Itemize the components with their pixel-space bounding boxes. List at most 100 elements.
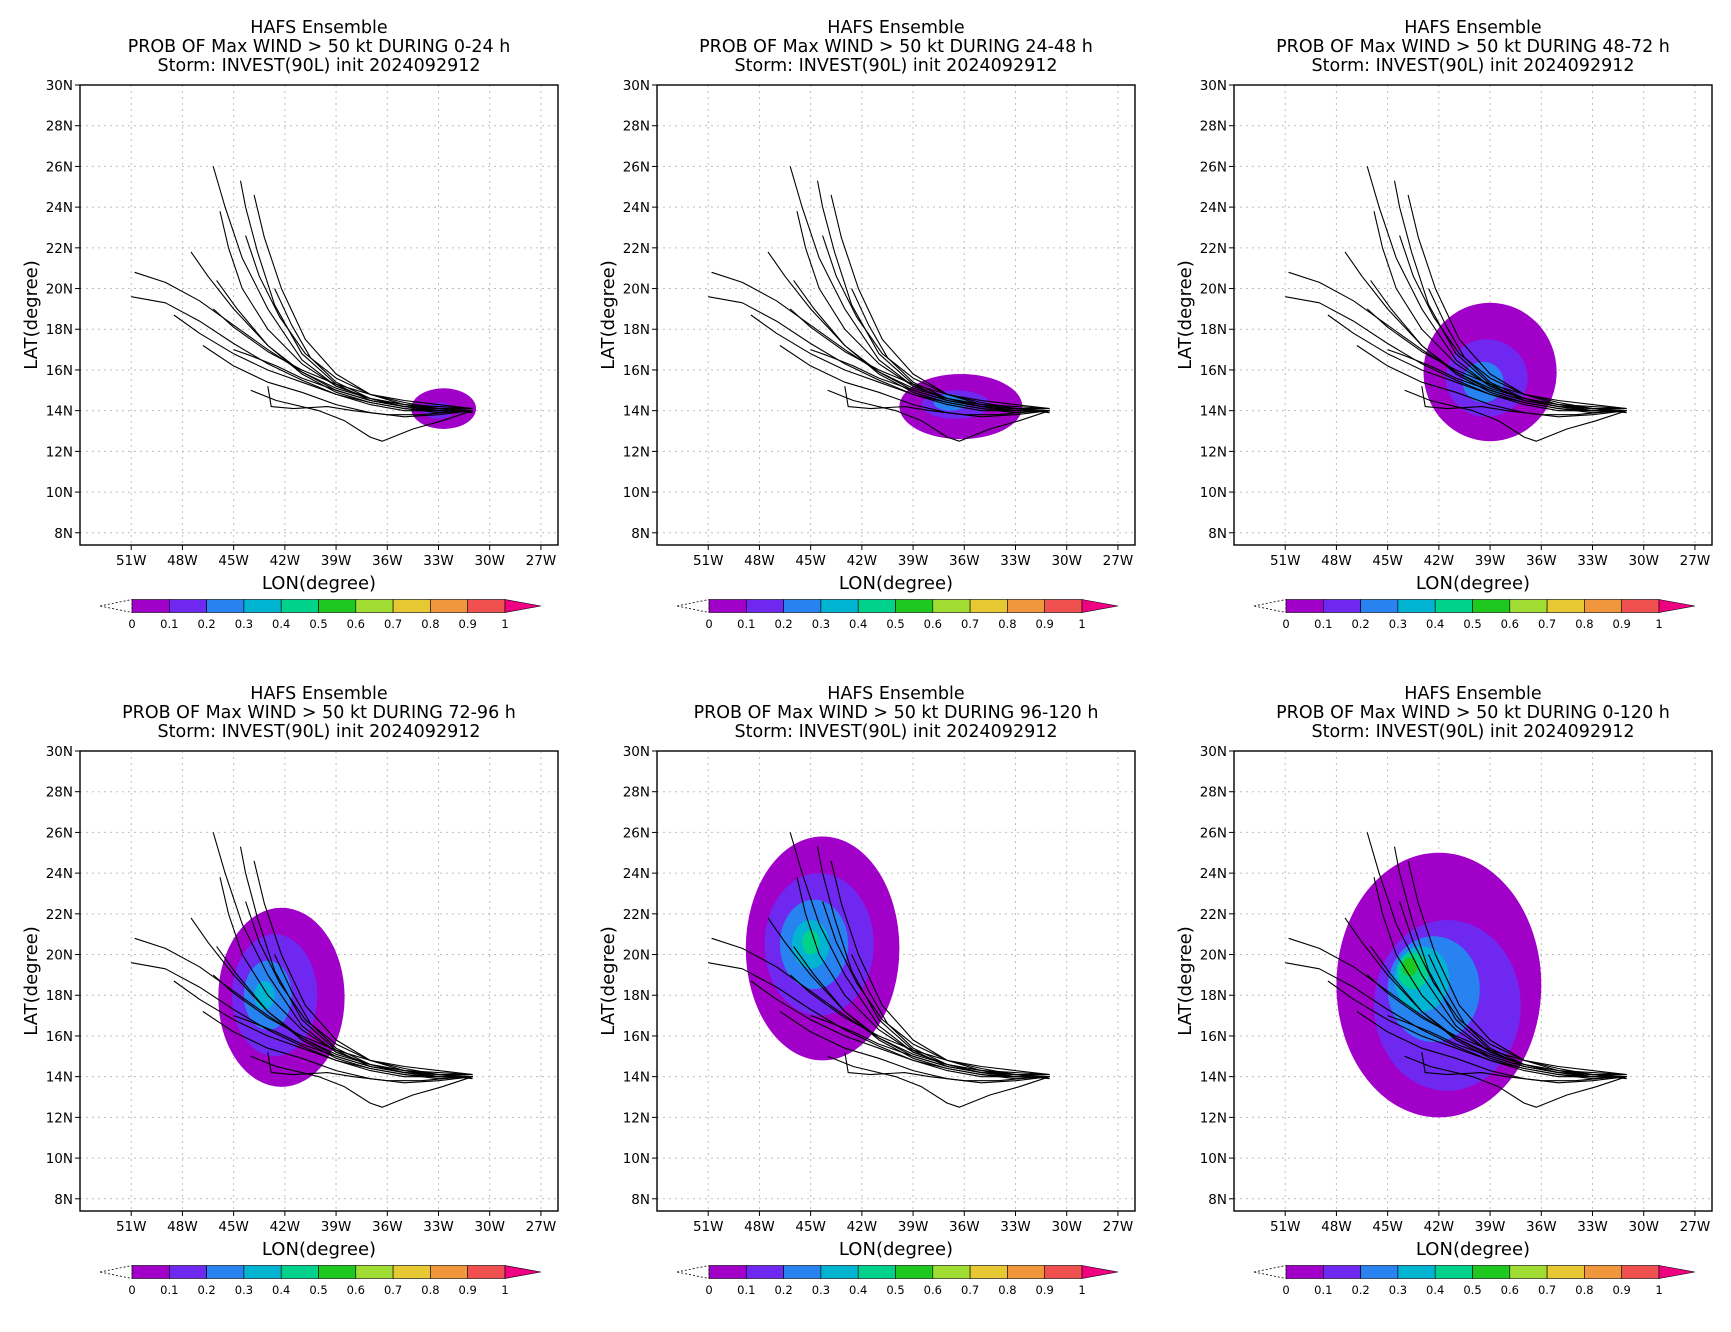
colorbar-label: 0.2 [774, 617, 792, 631]
y-tick-label: 28N [623, 119, 650, 135]
ensemble-track [131, 296, 473, 412]
colorbar-swatch [708, 599, 747, 613]
x-tick-label: 39W [1475, 1219, 1506, 1235]
colorbar-swatch [1007, 1265, 1045, 1279]
x-tick-label: 39W [898, 553, 929, 569]
x-axis-label: LON(degree) [839, 573, 953, 594]
y-tick-label: 8N [1208, 1192, 1227, 1208]
ensemble-track [1407, 860, 1627, 1076]
ensemble-tracks [1285, 832, 1627, 1108]
panel-title: HAFS Ensemble [250, 18, 387, 38]
colorbar-swatch [467, 1265, 506, 1279]
map-panel-4: HAFS Ensemble PROB OF Max WIND > 50 kt DU… [0, 666, 577, 1332]
colorbar-swatch [1285, 1265, 1324, 1279]
y-axis-label: LAT(degree) [1175, 926, 1196, 1035]
y-tick-label: 8N [631, 1192, 650, 1208]
colorbar-label: 1 [1078, 1283, 1085, 1297]
y-tick-label: 14N [46, 1070, 73, 1086]
panel-storm-line: Storm: INVEST(90L) init 2024092912 [735, 722, 1058, 742]
x-tick-label: 36W [1526, 1219, 1557, 1235]
ensemble-track [1428, 954, 1627, 1078]
x-axis-label: LON(degree) [262, 1239, 376, 1260]
colorbar-label: 0 [1282, 1283, 1289, 1297]
map-panel-3: HAFS Ensemble PROB OF Max WIND > 50 kt DU… [1154, 0, 1731, 666]
colorbar-swatch [1509, 1265, 1548, 1279]
x-tick-label: 30W [1051, 1219, 1082, 1235]
x-tick-label: 51W [693, 553, 724, 569]
colorbar-swatch [206, 599, 245, 613]
ensemble-track [750, 314, 1050, 412]
ensemble-track [1421, 386, 1619, 416]
panel-storm-line: Storm: INVEST(90L) init 2024092912 [158, 56, 481, 76]
ensemble-track [250, 1055, 473, 1108]
x-tick-label: 27W [526, 1219, 557, 1235]
x-tick-label: 39W [1475, 553, 1506, 569]
probability-region [254, 981, 275, 1010]
x-tick-label: 30W [1628, 553, 1659, 569]
ensemble-track [245, 901, 473, 1078]
ensemble-track [253, 860, 473, 1076]
x-tick-label: 48W [1321, 553, 1352, 569]
colorbar-label: 0.4 [1426, 617, 1444, 631]
x-axis-label: LON(degree) [1416, 1239, 1530, 1260]
ensemble-track [212, 974, 473, 1076]
x-tick-label: 39W [321, 553, 352, 569]
colorbar-high-arrow [1658, 599, 1696, 613]
colorbar-label: 0.6 [924, 1283, 942, 1297]
ensemble-track [173, 980, 473, 1078]
colorbar-label: 0.1 [737, 617, 755, 631]
axis-ticks: 51W 48W 45W 42W 39W 36W 33W 30W 27W 30N 28N 26N 24N 2… [1200, 744, 1710, 1235]
ensemble-track [827, 1055, 1050, 1108]
ensemble-track [1366, 308, 1627, 410]
ensemble-track [274, 288, 473, 412]
y-tick-label: 26N [1200, 159, 1227, 175]
ensemble-tracks [1285, 166, 1627, 442]
y-tick-label: 18N [46, 988, 73, 1004]
y-tick-label: 22N [46, 907, 73, 923]
probability-field [1336, 852, 1542, 1118]
y-tick-label: 8N [631, 526, 650, 542]
y-tick-label: 26N [46, 159, 73, 175]
colorbar-label: 0.8 [421, 1283, 439, 1297]
ensemble-track [202, 1011, 473, 1084]
colorbar-swatch [169, 599, 207, 613]
colorbar-high-arrow [1081, 1265, 1119, 1279]
ensemble-track [233, 349, 473, 414]
colorbar-label: 0.8 [1575, 617, 1593, 631]
map-panel-1: HAFS Ensemble PROB OF Max WIND > 50 kt DU… [0, 0, 577, 666]
y-tick-label: 22N [623, 907, 650, 923]
y-tick-label: 10N [46, 1151, 73, 1167]
y-tick-label: 8N [54, 526, 73, 542]
ensemble-track [1327, 980, 1627, 1078]
x-tick-label: 30W [474, 553, 505, 569]
y-tick-label: 28N [1200, 119, 1227, 135]
y-tick-label: 22N [623, 241, 650, 257]
colorbar: 0 0.1 0.2 0.3 0.4 0.5 0.6 0.7 0.8 0.9 1 [99, 599, 542, 631]
colorbar-label: 0.2 [197, 1283, 215, 1297]
x-tick-label: 45W [795, 1219, 826, 1235]
ensemble-track [830, 194, 1050, 410]
y-tick-label: 16N [1200, 1029, 1227, 1045]
ensemble-track [1399, 235, 1627, 412]
x-tick-label: 51W [116, 553, 147, 569]
x-tick-label: 27W [1680, 1219, 1711, 1235]
colorbar-swatch [969, 1265, 1008, 1279]
colorbar-swatch [1546, 599, 1585, 613]
colorbar-swatch [895, 1265, 934, 1279]
ensemble-track [1285, 296, 1627, 412]
x-tick-label: 30W [1051, 553, 1082, 569]
y-tick-label: 28N [46, 785, 73, 801]
panel-title: HAFS Ensemble [827, 18, 964, 38]
x-tick-label: 42W [847, 1219, 878, 1235]
colorbar-swatch [746, 599, 784, 613]
colorbar-swatch [932, 1265, 971, 1279]
colorbar-swatch [243, 599, 282, 613]
ensemble-track [253, 194, 473, 410]
y-tick-label: 18N [1200, 988, 1227, 1004]
colorbar-label: 0.4 [1426, 1283, 1444, 1297]
colorbar-swatch [280, 1265, 319, 1279]
colorbar-label: 0.5 [1463, 617, 1481, 631]
